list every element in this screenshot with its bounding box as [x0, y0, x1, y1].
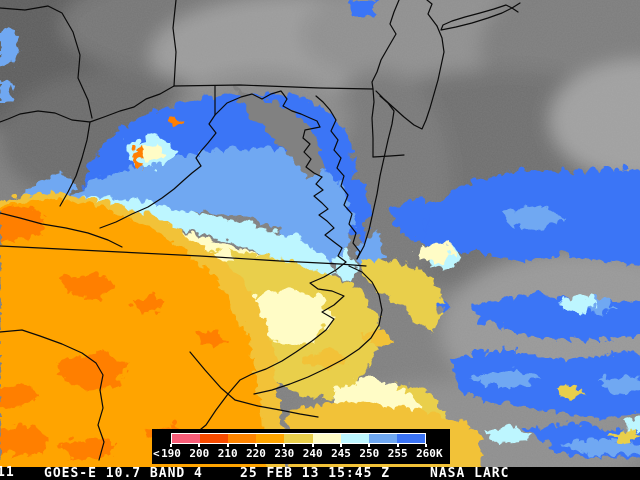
product-label: GOES-E 10.7 BAND 4: [44, 466, 203, 480]
delaware-river-nj-border: [371, 0, 400, 90]
colorbar-tick: [226, 444, 229, 447]
colorbar-segment: [172, 434, 201, 443]
susquehanna-head: [315, 95, 331, 111]
nc-sc-border: [189, 351, 319, 418]
colorbar-segment: [368, 434, 397, 443]
colorbar-tick: [170, 444, 172, 447]
colorbar-tick: [283, 444, 286, 447]
de-west-border: [371, 88, 375, 158]
colorbar-segment: [200, 434, 229, 443]
colorbar-tick-label: 255: [387, 447, 408, 460]
colorbar-tick-label: 190: [161, 447, 181, 460]
colorbar-tick: [425, 444, 427, 447]
ny-nj-border: [426, 0, 438, 27]
colorbar-tick-label: 220: [246, 447, 266, 460]
colorbar-segment: [228, 434, 257, 443]
temperature-legend: < 190 200 210 220 230 240 245 250 255 260 K: [152, 429, 450, 464]
timestamp-label: 25 FEB 13 15:45 Z: [240, 466, 391, 480]
long-island-outline: [440, 4, 513, 31]
colorbar-segment: [340, 434, 369, 443]
lake-erie-shore: [0, 5, 93, 119]
de-south-border: [372, 154, 405, 158]
colorbar-tick-label: 240: [302, 447, 323, 460]
colorbar-segment: [312, 434, 341, 443]
colorbar-segment: [284, 434, 313, 443]
colorbar-tick: [255, 444, 257, 447]
satellite-ir-map: [0, 0, 640, 467]
colorbar-tick-label: 245: [331, 447, 351, 460]
wv-va-border: [99, 114, 217, 229]
colorbar: [171, 433, 426, 444]
colorbar-tick-label: 210: [217, 447, 238, 460]
sc-ga-border: [97, 389, 105, 461]
ky-wv-border: [59, 121, 91, 207]
colorbar-tick-label: 250: [359, 447, 380, 460]
legend-less-than-symbol: <: [153, 447, 160, 460]
mason-dixon-line: [173, 84, 374, 90]
pa-west-border: [172, 0, 177, 87]
legend-unit-label: K: [436, 447, 443, 460]
outer-banks: [253, 265, 383, 395]
temperature-enhancement-layer: [0, 0, 640, 467]
potomac-upper: [214, 90, 321, 128]
chesapeake-bay-east-shore: [329, 109, 361, 260]
va-nc-border: [0, 245, 367, 267]
colorbar-tick-label: 230: [274, 447, 295, 460]
nc-sound-coast: [157, 261, 347, 457]
map-canvas: [0, 0, 640, 467]
colorbar-tick: [311, 444, 314, 447]
colorbar-tick: [396, 444, 399, 447]
colorbar-segment: [396, 434, 425, 443]
credit-label: NASA LARC: [430, 466, 510, 480]
long-island-east-forks: [511, 2, 521, 13]
colorbar-segment: [256, 434, 285, 443]
clipped-text-artifact: 11: [0, 465, 15, 480]
colorbar-tick-label: 200: [189, 447, 210, 460]
colorbar-tick: [198, 444, 201, 447]
state-boundaries-layer: [0, 0, 521, 461]
status-bar: 11 GOES-E 10.7 BAND 4 25 FEB 13 15:45 Z …: [0, 465, 640, 480]
delmarva-atlantic-coast: [356, 95, 395, 260]
colorbar-tick-label: 260: [416, 447, 436, 460]
colorbar-tick: [368, 444, 371, 447]
ky-va-border: [0, 212, 123, 248]
nj-atlantic-coast: [375, 25, 445, 130]
potomac-lower: [302, 126, 323, 178]
colorbar-tick: [340, 444, 342, 447]
chesapeake-bay-west-shore: [313, 176, 347, 263]
tn-nc-border: [0, 329, 104, 391]
